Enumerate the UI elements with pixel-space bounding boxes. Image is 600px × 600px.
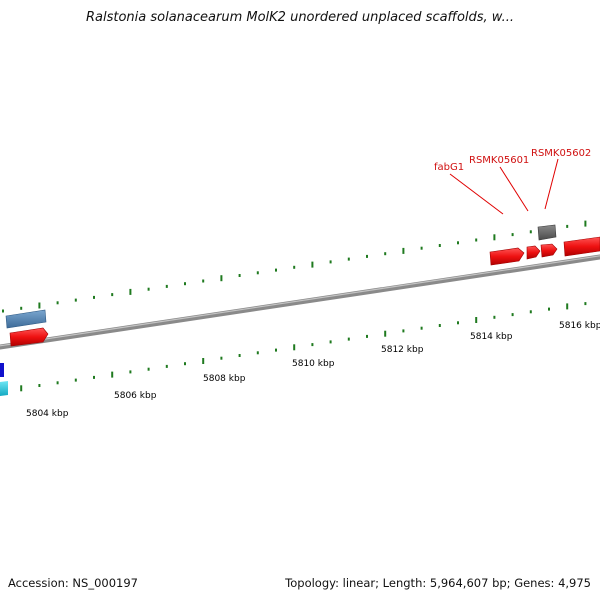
gene-label-RSMK05602: RSMK05602: [531, 148, 591, 159]
RSMK05602-leader: [544, 158, 559, 210]
genome-backbone-highlight: [0, 255, 600, 347]
gene-forward-right[interactable]: [563, 236, 600, 257]
gene-fabG1[interactable]: [489, 247, 525, 266]
axis-tick-label: 5808 kbp: [203, 374, 246, 384]
axis-tick-label: 5806 kbp: [114, 391, 157, 401]
gene-gray[interactable]: [537, 224, 557, 241]
map-title: Ralstonia solanacearum MolK2 unordered u…: [85, 10, 514, 25]
axis-tick-label: 5812 kbp: [381, 345, 424, 355]
lower-tick-track: [2, 302, 587, 393]
gene-RSMK05601[interactable]: [526, 245, 541, 260]
topology-summary: Topology: linear; Length: 5,964,607 bp; …: [285, 576, 591, 590]
gene-forward-left[interactable]: [9, 327, 49, 347]
axis-tick-label: 5810 kbp: [292, 359, 335, 369]
accession-text: Accession: NS_000197: [8, 576, 138, 590]
upper-tick-track: [2, 220, 587, 313]
gene-label-fabG1: fabG1: [434, 162, 464, 173]
axis-tick-label: 5804 kbp: [26, 409, 69, 419]
gene-cyan[interactable]: [0, 381, 8, 396]
axis-tick-label: 5814 kbp: [470, 332, 513, 342]
genome-backbone: [0, 254, 600, 350]
RSMK05601-leader: [499, 166, 529, 212]
axis-labels: 5804 kbp 5806 kbp 5808 kbp 5810 kbp 5812 kbp…: [26, 321, 600, 419]
gene-steelblue[interactable]: [5, 309, 47, 329]
gene-RSMK05602[interactable]: [540, 243, 558, 258]
axis-tick-label: 5816 kbp: [559, 321, 600, 331]
fabG1-leader: [449, 173, 504, 215]
gene-label-RSMK05601: RSMK05601: [469, 155, 529, 166]
gene-blue[interactable]: [0, 363, 4, 377]
